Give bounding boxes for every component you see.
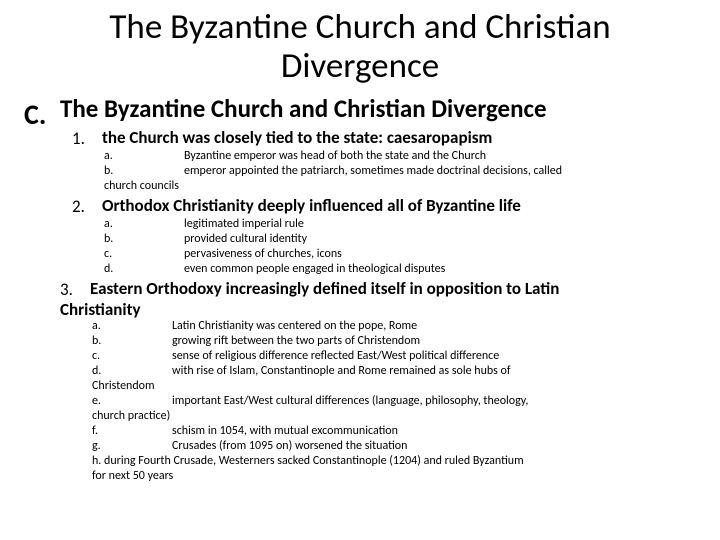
item-number: 1. xyxy=(72,128,92,149)
sub-tail: church councils xyxy=(104,179,696,194)
sub-letter: b. xyxy=(104,232,126,247)
sub-text: Latin Christianity was centered on the p… xyxy=(172,319,417,333)
sub-text: growing rift between the two parts of Ch… xyxy=(172,334,420,348)
sub-text: emperor appointed the patriarch, sometim… xyxy=(184,164,562,178)
sub-letter: a. xyxy=(104,217,126,232)
item-1: 1. the Church was closely tied to the st… xyxy=(72,126,696,149)
sub-text: sense of religious difference reflected … xyxy=(172,349,499,363)
sub-letter: e. xyxy=(92,394,114,409)
sub-text: with rise of Islam, Constantinople and R… xyxy=(172,364,511,378)
item-heading-cont: Christianity xyxy=(60,300,696,320)
sub-letter: c. xyxy=(104,247,126,262)
sub-text: Crusades (from 1095 on) worsened the sit… xyxy=(172,439,407,453)
item-2-subs: a. legitimated imperial rule b. provided c… xyxy=(104,217,696,277)
item-number: 3. xyxy=(60,279,80,300)
item-1-subs: a. Byzantine emperor was head of both the… xyxy=(104,149,696,194)
sub-text: Byzantine emperor was head of both the s… xyxy=(184,149,486,163)
sub-text: even common people engaged in theologica… xyxy=(184,262,445,276)
sub-text: schism in 1054, with mutual excommunicat… xyxy=(172,424,398,438)
section-heading: The Byzantine Church and Christian Diver… xyxy=(60,95,696,124)
content: The Byzantine Church and Christian Diver… xyxy=(60,95,696,484)
item-heading: the Church was closely tied to the state… xyxy=(102,128,696,149)
sub-text: important East/West cultural differences… xyxy=(172,394,528,408)
sub-letter: a. xyxy=(92,319,114,334)
sub-letter: a. xyxy=(104,149,126,164)
outline-letter: C. xyxy=(24,95,56,132)
item-number: 2. xyxy=(72,196,92,217)
sub-letter: g. xyxy=(92,439,114,454)
sub-letter: f. xyxy=(92,424,114,439)
outline-body: C. The Byzantine Church and Christian Di… xyxy=(24,95,696,484)
sub-text: legitimated imperial rule xyxy=(184,217,304,231)
item-2: 2. Orthodox Christianity deeply influenc… xyxy=(72,194,696,217)
item-3-subs: a. Latin Christianity was centered on the… xyxy=(92,319,696,484)
sub-text: provided cultural identity xyxy=(184,232,307,246)
sub-tail: Christendom xyxy=(92,379,696,394)
sub-tail: for next 50 years xyxy=(92,469,696,484)
sub-letter: d. xyxy=(104,262,126,277)
sub-letter: d. xyxy=(92,364,114,379)
sub-letter: c. xyxy=(92,349,114,364)
sub-text: pervasiveness of churches, icons xyxy=(184,247,342,261)
item-heading: Orthodox Christianity deeply influenced … xyxy=(102,196,696,217)
item-3: 3. Eastern Orthodoxy increasingly define… xyxy=(60,277,696,300)
sub-letter: b. xyxy=(92,334,114,349)
sub-text: h. during Fourth Crusade, Westerners sac… xyxy=(92,454,696,469)
slide-title: The Byzantine Church and Christian Diver… xyxy=(24,8,696,85)
item-heading: Eastern Orthodoxy increasingly defined i… xyxy=(90,279,696,300)
sub-letter: b. xyxy=(104,164,126,179)
sub-tail: church practice) xyxy=(92,409,696,424)
